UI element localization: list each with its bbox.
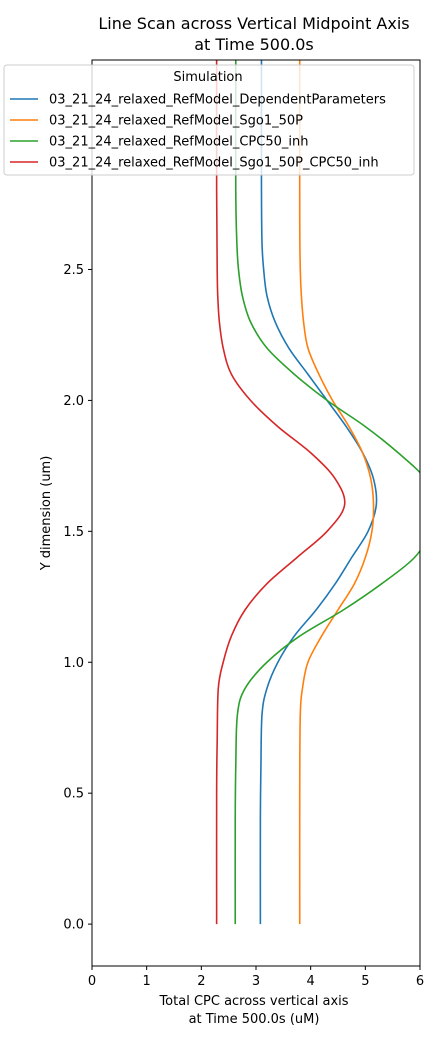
x-tick-label: 0 — [88, 974, 96, 989]
y-tick-label: 2.5 — [63, 263, 84, 278]
x-tick-label: 6 — [416, 974, 424, 989]
series-layer — [215, 60, 420, 925]
legend: Simulation 03_21_24_relaxed_RefModel_Dep… — [3, 64, 415, 176]
legend-label-2: 03_21_24_relaxed_RefModel_Sgo1_50P — [49, 114, 303, 129]
x-tick-label: 2 — [197, 974, 205, 989]
x-tick-label: 3 — [252, 974, 260, 989]
chart-title-line-2: at Time 500.0s — [194, 35, 314, 54]
y-tick-label: 0.0 — [63, 918, 84, 933]
y-tick-label: 2.0 — [63, 394, 84, 409]
x-tick-label: 1 — [143, 974, 151, 989]
plot-area-frame — [91, 59, 421, 967]
x-axis-label-line-1: Total CPC across vertical axis — [158, 994, 348, 1009]
series-line-1 — [259, 60, 378, 925]
y-tick-label: 1.5 — [63, 525, 84, 540]
y-tick-label: 0.5 — [63, 787, 84, 802]
y-axis: 0.0 0.5 1.0 1.5 2.0 2.5 — [63, 263, 92, 933]
legend-box — [3, 64, 415, 176]
legend-label-4: 03_21_24_relaxed_RefModel_Sgo1_50P_CPC50… — [49, 156, 379, 171]
legend-title: Simulation — [173, 70, 242, 85]
x-tick-label: 4 — [307, 974, 315, 989]
legend-label-1: 03_21_24_relaxed_RefModel_DependentParam… — [49, 93, 386, 108]
y-axis-label: Y dimension (um) — [39, 456, 54, 572]
chart-title-line-1: Line Scan across Vertical Midpoint Axis — [98, 14, 409, 33]
x-axis-label-line-2: at Time 500.0s (uM) — [189, 1012, 320, 1027]
series-line-4 — [215, 60, 346, 925]
legend-label-3: 03_21_24_relaxed_RefModel_CPC50_inh — [49, 135, 309, 150]
series-line-3 — [234, 60, 420, 925]
series-line-2 — [298, 60, 375, 925]
x-tick-label: 5 — [361, 974, 369, 989]
y-tick-label: 1.0 — [63, 656, 84, 671]
x-axis: 0 1 2 3 4 5 6 — [88, 966, 424, 989]
